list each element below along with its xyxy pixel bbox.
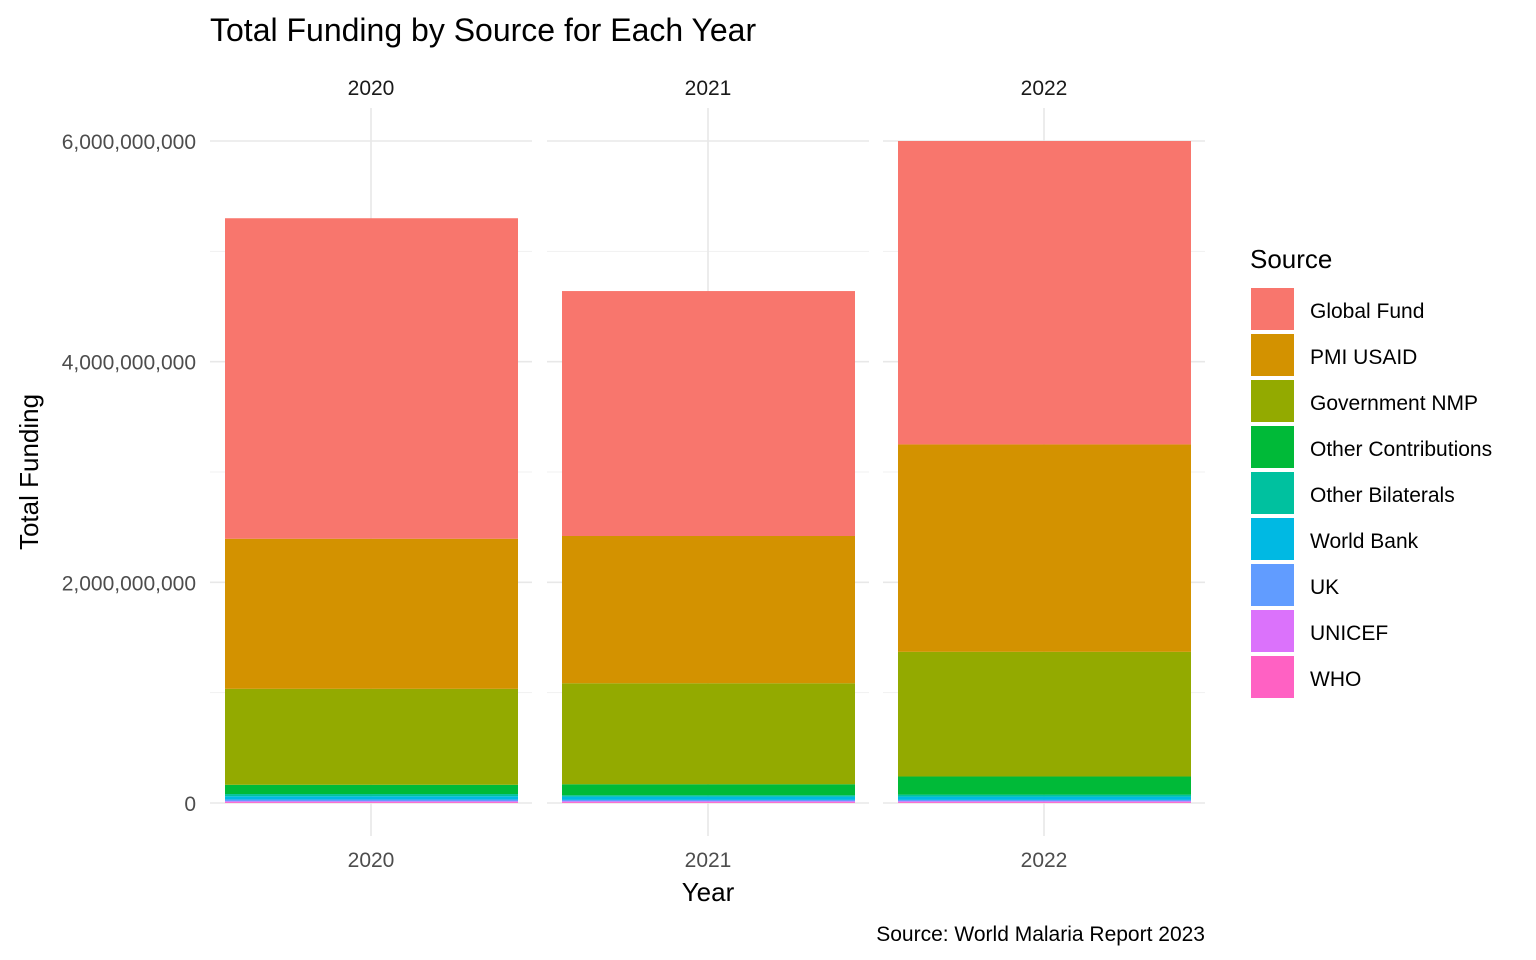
- legend-title: Source: [1250, 244, 1332, 274]
- bar-segment-2020-uk: [225, 799, 518, 802]
- legend-swatch: [1251, 656, 1294, 698]
- bar-segment-2020-other-bilaterals: [225, 794, 518, 797]
- legend-label: Global Fund: [1310, 300, 1424, 323]
- bar-segment-2022-who: [898, 802, 1191, 803]
- legend-label: Other Bilaterals: [1310, 484, 1455, 507]
- x-tick-label: 2022: [1021, 849, 1068, 872]
- chart-title: Total Funding by Source for Each Year: [210, 12, 756, 48]
- legend-swatch: [1251, 564, 1294, 606]
- bar-segment-2021-government-nmp: [562, 683, 855, 785]
- facet-panel-2021: 2021 2021: [547, 77, 869, 872]
- y-axis: 0 2,000,000,000 4,000,000,000 6,000,000,000: [62, 131, 196, 816]
- facet-strip-label: 2022: [1021, 77, 1068, 100]
- legend-label: Other Contributions: [1310, 438, 1492, 461]
- bar-segment-2021-who: [562, 802, 855, 803]
- y-tick-label: 4,000,000,000: [62, 352, 196, 375]
- legend-item-other-contributions: Other Contributions: [1251, 426, 1492, 468]
- legend-label: World Bank: [1310, 530, 1419, 553]
- bar-segment-2020-global-fund: [225, 218, 518, 539]
- legend-label: WHO: [1310, 668, 1361, 691]
- bar-segment-2022-global-fund: [898, 141, 1191, 445]
- bar-segment-2022-unicef: [898, 801, 1191, 803]
- legend-swatch: [1251, 380, 1294, 422]
- legend-swatch: [1251, 610, 1294, 652]
- facet-panel-2020: 2020 2020: [210, 77, 532, 872]
- bar-segment-2020-other-contributions: [225, 784, 518, 795]
- bar-segment-2020-unicef: [225, 801, 518, 803]
- legend-item-government-nmp: Government NMP: [1251, 380, 1478, 422]
- legend-label: UNICEF: [1310, 622, 1388, 645]
- y-tick-label: 0: [184, 793, 196, 816]
- bar-segment-2020-world-bank: [225, 796, 518, 800]
- bar-segment-2022-government-nmp: [898, 651, 1191, 777]
- bar-segment-2020-pmi-usaid: [225, 538, 518, 689]
- legend-label: PMI USAID: [1310, 346, 1417, 369]
- legend-swatch: [1251, 334, 1294, 376]
- y-axis-label: Total Funding: [14, 394, 44, 550]
- x-tick-label: 2020: [348, 849, 395, 872]
- x-axis-label: Year: [682, 877, 735, 907]
- facet-strip-label: 2021: [685, 77, 732, 100]
- y-tick-label: 6,000,000,000: [62, 131, 196, 154]
- legend-swatch: [1251, 426, 1294, 468]
- legend-swatch: [1251, 518, 1294, 560]
- legend-label: Government NMP: [1310, 392, 1478, 415]
- bar-segment-2022-other-contributions: [898, 776, 1191, 795]
- bar-segment-2021-world-bank: [562, 796, 855, 800]
- bar-segment-2022-uk: [898, 799, 1191, 802]
- x-tick-label: 2021: [685, 849, 732, 872]
- legend-item-global-fund: Global Fund: [1251, 288, 1424, 330]
- facet-panels: 2020 2020 2021 2021 2022 2022: [210, 77, 1205, 872]
- facet-panel-2022: 2022 2022: [883, 77, 1205, 872]
- facet-strip-label: 2020: [348, 77, 395, 100]
- bar-segment-2020-government-nmp: [225, 688, 518, 785]
- legend: Source Global Fund PMI USAID Government NM…: [1250, 244, 1492, 698]
- chart-caption: Source: World Malaria Report 2023: [876, 923, 1205, 946]
- legend-item-world-bank: World Bank: [1251, 518, 1419, 560]
- legend-item-other-bilaterals: Other Bilaterals: [1251, 472, 1455, 514]
- bar-segment-2022-other-bilaterals: [898, 794, 1191, 797]
- legend-item-unicef: UNICEF: [1251, 610, 1388, 652]
- legend-item-pmi-usaid: PMI USAID: [1251, 334, 1417, 376]
- bar-segment-2021-global-fund: [562, 291, 855, 536]
- bar-segment-2021-other-bilaterals: [562, 795, 855, 797]
- bar-segment-2022-pmi-usaid: [898, 444, 1191, 652]
- legend-item-who: WHO: [1251, 656, 1361, 698]
- bar-segment-2021-uk: [562, 799, 855, 802]
- bar-segment-2021-pmi-usaid: [562, 535, 855, 684]
- legend-item-uk: UK: [1251, 564, 1339, 606]
- legend-label: UK: [1310, 576, 1339, 599]
- y-tick-label: 2,000,000,000: [62, 572, 196, 595]
- bar-segment-2021-other-contributions: [562, 784, 855, 796]
- bar-segment-2021-unicef: [562, 801, 855, 803]
- legend-swatch: [1251, 472, 1294, 514]
- legend-swatch: [1251, 288, 1294, 330]
- bar-segment-2020-who: [225, 802, 518, 803]
- bar-segment-2022-world-bank: [898, 796, 1191, 800]
